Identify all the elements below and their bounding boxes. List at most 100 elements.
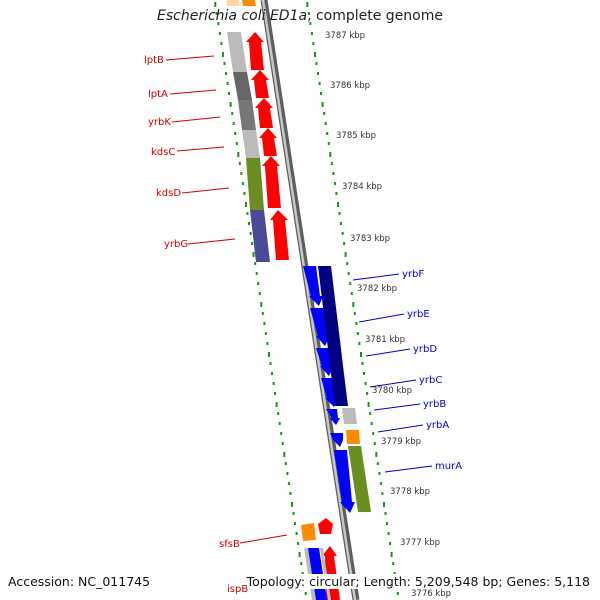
gene-arrow-yrbF bbox=[303, 266, 323, 306]
ruler-dot bbox=[370, 422, 373, 425]
ruler-dot bbox=[268, 352, 270, 357]
scale-label: 3783 kbp bbox=[350, 234, 390, 244]
gene-arrow-yrbA bbox=[330, 433, 343, 447]
gene-arrow-yrbG bbox=[270, 210, 289, 260]
gene-label-murA: murA bbox=[435, 461, 462, 472]
gene-label-sfsB: sfsB bbox=[219, 539, 240, 550]
ruler-dot bbox=[315, 62, 318, 65]
ruler-dot bbox=[335, 192, 338, 195]
accession-text: Accession: NC_011745 bbox=[8, 574, 151, 589]
ruler-dot bbox=[378, 472, 381, 475]
cog-strip-forward bbox=[226, 0, 270, 262]
gene-label-ispB: ispB bbox=[227, 584, 248, 595]
ruler-dot bbox=[287, 482, 290, 485]
ruler-dot bbox=[320, 92, 323, 95]
ruler-dot bbox=[310, 32, 313, 35]
gene-label-yrbF: yrbF bbox=[402, 269, 424, 280]
ruler-dot bbox=[324, 122, 327, 125]
ruler-dot bbox=[381, 492, 384, 495]
ruler-dot bbox=[289, 492, 292, 495]
ruler-dot bbox=[312, 42, 315, 45]
ruler-dot bbox=[314, 52, 316, 57]
ruler-dot bbox=[323, 112, 326, 115]
ruler-dot bbox=[277, 412, 280, 415]
ruler-dot bbox=[300, 562, 303, 565]
cog-block bbox=[233, 72, 252, 100]
forward-genes bbox=[242, 0, 340, 600]
genome-summary-text: Topology: circular; Length: 5,209,548 bp… bbox=[246, 574, 590, 589]
ruler-dot bbox=[286, 472, 289, 475]
ruler-dot bbox=[393, 572, 396, 575]
ruler-dot bbox=[266, 342, 269, 345]
ruler-dot bbox=[229, 102, 232, 107]
ruler-dot bbox=[375, 452, 378, 457]
ruler-dot bbox=[217, 22, 220, 25]
ruler-dot bbox=[254, 262, 257, 265]
cog-block bbox=[346, 430, 360, 444]
ruler-dot bbox=[291, 502, 293, 507]
gene-arrow-kdsC bbox=[259, 128, 277, 156]
ruler-dot bbox=[340, 222, 342, 225]
scale-label: 3781 kbp bbox=[365, 335, 405, 345]
ruler-dot bbox=[218, 32, 221, 35]
ruler-dot bbox=[245, 202, 247, 207]
gene-label-yrbG: yrbG bbox=[164, 239, 188, 250]
ruler-dot bbox=[248, 222, 250, 225]
ruler-dot bbox=[272, 382, 275, 385]
gene-label-yrbB: yrbB bbox=[423, 399, 446, 410]
ruler-dot bbox=[366, 392, 369, 395]
scale-label: 3776 kbp bbox=[411, 589, 451, 599]
ruler-dot bbox=[252, 252, 255, 257]
ruler-dot bbox=[333, 182, 336, 185]
ruler-dot bbox=[275, 402, 278, 407]
gene-arrow-sfsB-orange bbox=[301, 523, 316, 541]
ruler-dot bbox=[258, 292, 261, 295]
ruler-dot bbox=[369, 412, 372, 415]
cog-block bbox=[348, 446, 371, 512]
cog-block bbox=[342, 408, 357, 424]
ruler-dot bbox=[387, 532, 390, 535]
scale-labels: 3787 kbp 3786 kbp 3785 kbp 3784 kbp 3783… bbox=[325, 31, 451, 599]
ruler-dot bbox=[390, 552, 393, 557]
ruler-dot bbox=[367, 402, 370, 407]
ruler-dot bbox=[225, 72, 227, 75]
ruler-dot bbox=[321, 102, 324, 107]
map-title: Escherichia coli ED1a, complete genome bbox=[0, 8, 600, 24]
ruler-dot bbox=[274, 392, 277, 395]
ruler-dot bbox=[306, 2, 309, 7]
ruler-dot bbox=[307, 12, 310, 15]
ruler-dot bbox=[283, 452, 286, 457]
ruler-dot bbox=[363, 372, 365, 375]
ruler-dot bbox=[356, 332, 359, 335]
scale-label: 3785 kbp bbox=[336, 131, 376, 141]
ruler-dot bbox=[278, 422, 281, 425]
ruler-dot bbox=[358, 342, 361, 345]
cog-block bbox=[246, 158, 264, 210]
ruler-dot bbox=[222, 52, 224, 57]
ruler-dot bbox=[344, 252, 347, 257]
ruler-dot bbox=[372, 432, 375, 435]
gene-arrow-yrbB bbox=[326, 409, 340, 425]
cog-block bbox=[226, 0, 240, 6]
cog-strip-reverse bbox=[318, 266, 371, 512]
ruler-dot bbox=[349, 282, 352, 285]
gene-arrow-yrbE bbox=[310, 308, 330, 346]
ruler-dot bbox=[226, 82, 229, 85]
ruler-dot bbox=[353, 312, 356, 315]
ruler-dot bbox=[338, 212, 341, 215]
ruler-dot bbox=[235, 142, 238, 145]
ruler-dot bbox=[243, 192, 246, 195]
ruler-dot bbox=[309, 22, 312, 25]
cog-block bbox=[242, 130, 260, 158]
ruler-dot bbox=[238, 162, 241, 165]
ruler-dot bbox=[301, 572, 304, 575]
ruler-dot bbox=[341, 232, 344, 235]
gene-label-lptA: lptA bbox=[148, 89, 168, 100]
ruler-dot bbox=[297, 542, 300, 545]
gene-arrow-sfsB bbox=[318, 518, 333, 534]
gene-arrow-lptB bbox=[246, 32, 264, 70]
ruler-dot bbox=[352, 302, 355, 307]
ruler-dot bbox=[376, 462, 379, 465]
ruler-tracks bbox=[214, 2, 399, 595]
ruler-dot bbox=[249, 232, 252, 235]
